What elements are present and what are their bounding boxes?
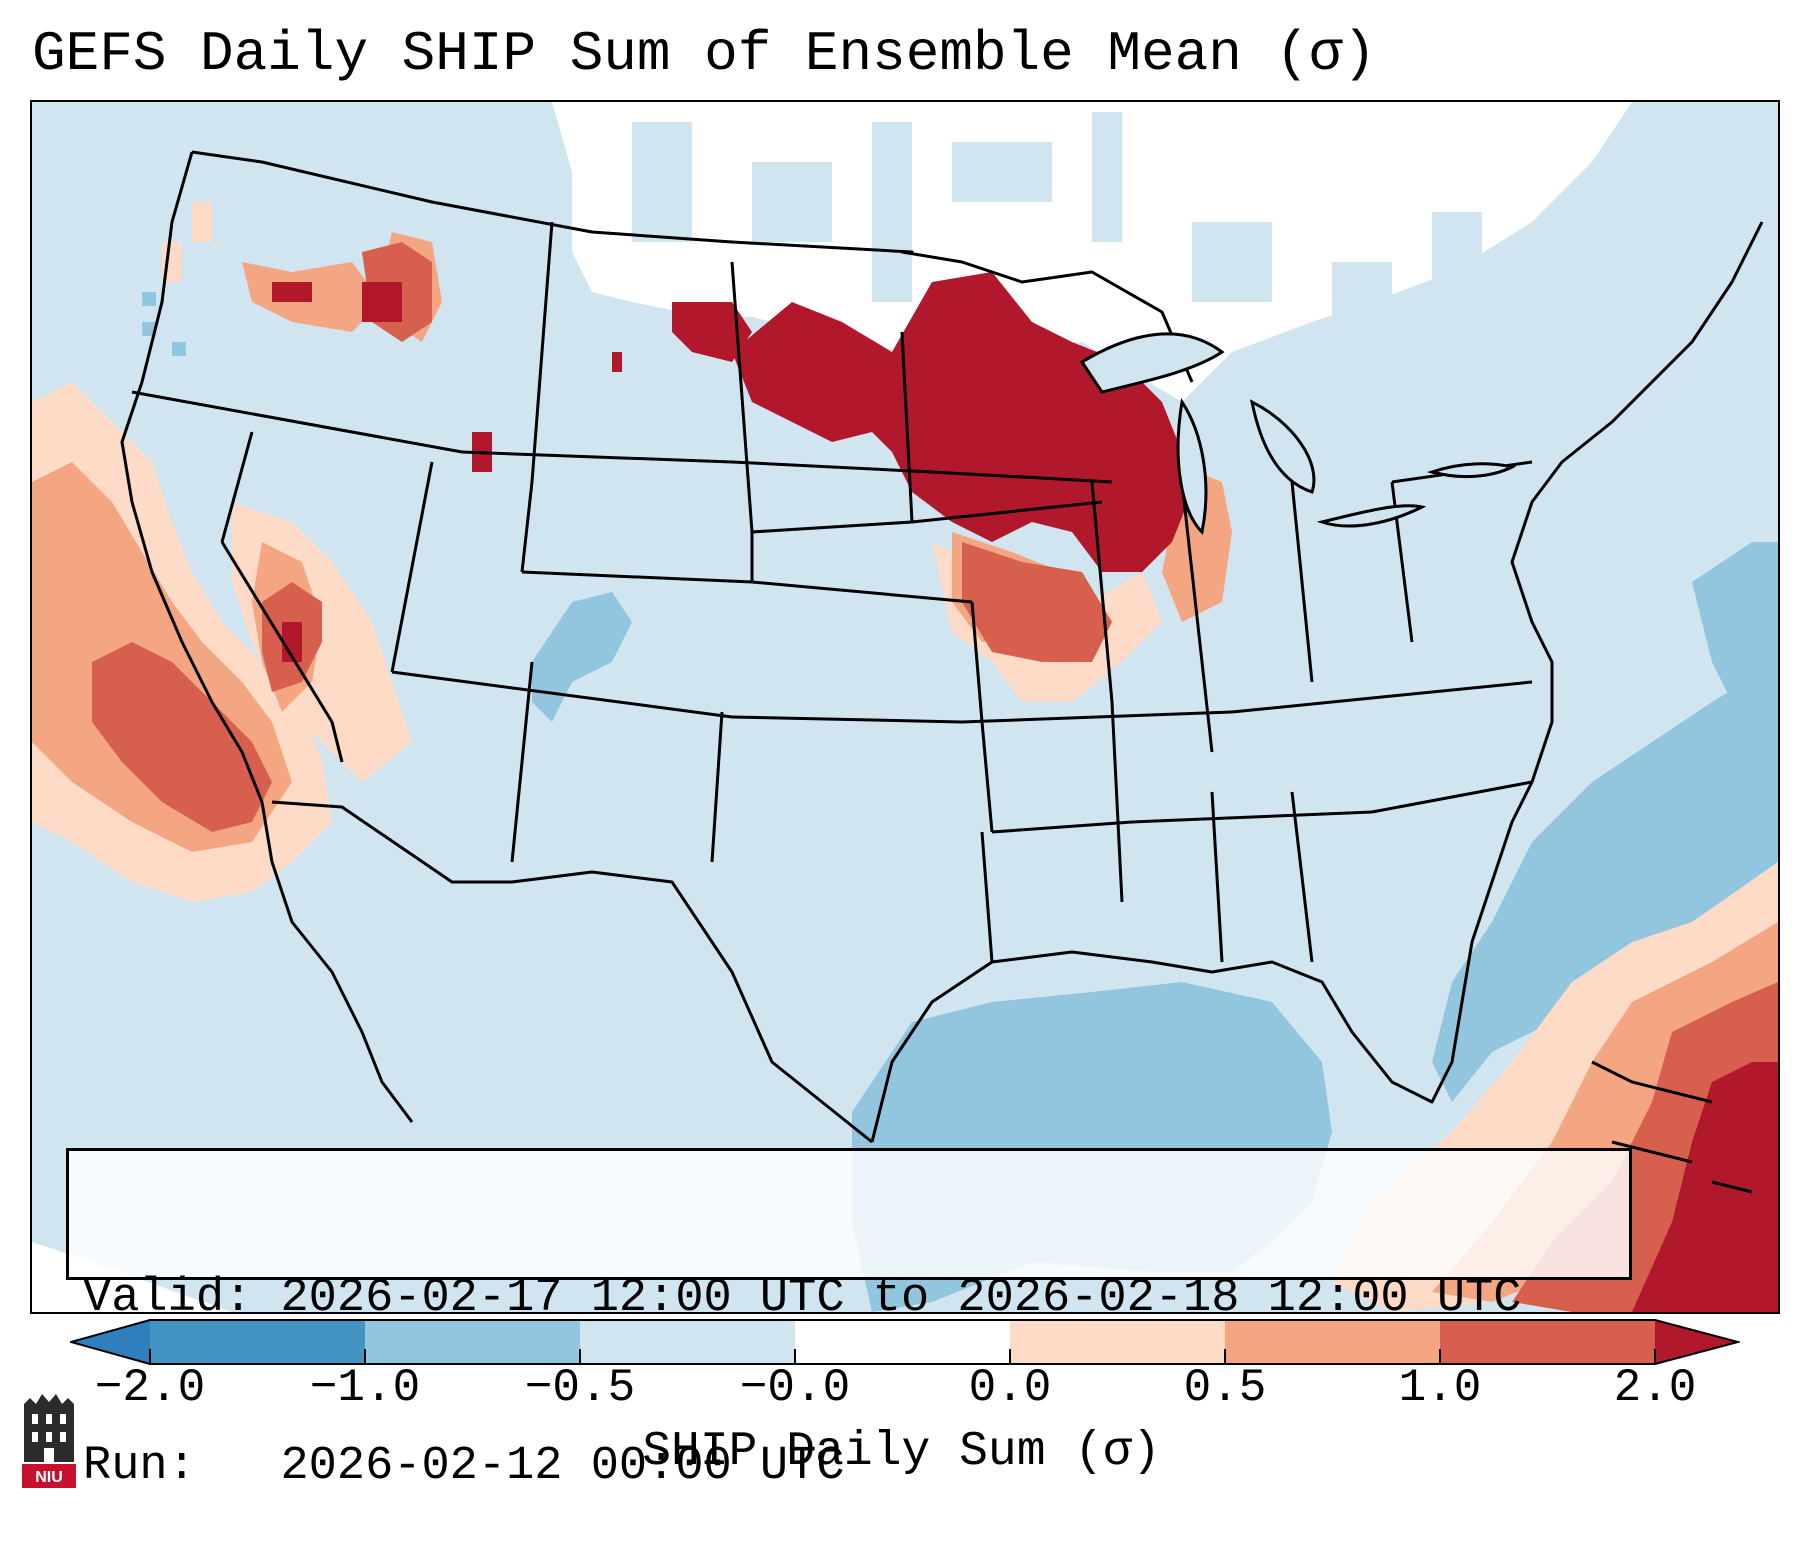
lake-erie [1316,504,1427,528]
valid-value: 2026-02-17 12:00 UTC to 2026-02-18 12:00… [280,1272,1522,1325]
us-canada-border [191,150,1194,383]
valid-row: Valid: 2026-02-17 12:00 UTC to 2026-02-1… [83,1271,1615,1327]
colorbar-tick-label: −2.0 [94,1362,206,1414]
colorbar-tick-label: 0.5 [1183,1362,1267,1414]
colorbar-tick-label: −1.0 [309,1362,421,1414]
map-panel [30,100,1780,1314]
colorbar-bin-1 [150,1319,365,1365]
colorbar-label: SHIP Daily Sum (σ) [642,1425,1161,1479]
colorbar-tick-label: −0.0 [739,1362,851,1414]
caribbean-islands [1591,1060,1753,1194]
niu-logo-tower [24,1394,74,1462]
us-mexico-border [271,800,873,1144]
colorbar-bin-3 [580,1319,795,1365]
valid-run-annotation: Valid: 2026-02-17 12:00 UTC to 2026-02-1… [66,1148,1632,1493]
shading-extreme-positive [272,272,1778,1312]
valid-label: Valid: [83,1272,253,1325]
run-row: Run: 2026-02-12 00:00 UTC [83,1439,1615,1495]
pacific-coastline [120,151,274,863]
map-title: GEFS Daily SHIP Sum of Ensemble Mean (σ) [32,22,1377,86]
colorbar-tick-label: 0.0 [968,1362,1052,1414]
colorbar-ticks [149,1349,1656,1365]
political-borders [120,150,1764,1144]
atlantic-coastline [1510,221,1764,783]
colorbar-tick-label: 2.0 [1613,1362,1697,1414]
lake-michigan [1176,398,1208,536]
colorbar [70,1319,1740,1365]
lake-huron [1249,399,1316,494]
lake-superior [1079,332,1225,394]
run-value: 2026-02-12 00:00 UTC [280,1440,845,1493]
ship-anomaly-map [32,102,1778,1312]
colorbar-extend-max [1655,1319,1738,1365]
colorbar-bin-5 [1010,1319,1225,1365]
colorbar-bin-6 [1225,1319,1440,1365]
gulf-coastline [870,781,1534,1143]
colorbar-bin-4 [795,1319,1010,1365]
colorbar-tick-label: 1.0 [1398,1362,1482,1414]
lake-ontario [1426,462,1517,479]
great-lakes [1079,332,1517,536]
colorbar-bin-7 [1440,1319,1655,1365]
shading-canada-blue-patches [632,112,1482,322]
niu-logo-text: NIU [35,1469,63,1486]
mexico-coastline [270,861,414,1123]
colorbar-extend-min [70,1319,150,1365]
run-label: Run: [83,1440,196,1493]
niu-logo-banner [22,1464,76,1488]
niu-logo: NIU [22,1394,76,1488]
colorbar-bin-2 [365,1319,580,1365]
colorbar-tick-label: −0.5 [524,1362,636,1414]
